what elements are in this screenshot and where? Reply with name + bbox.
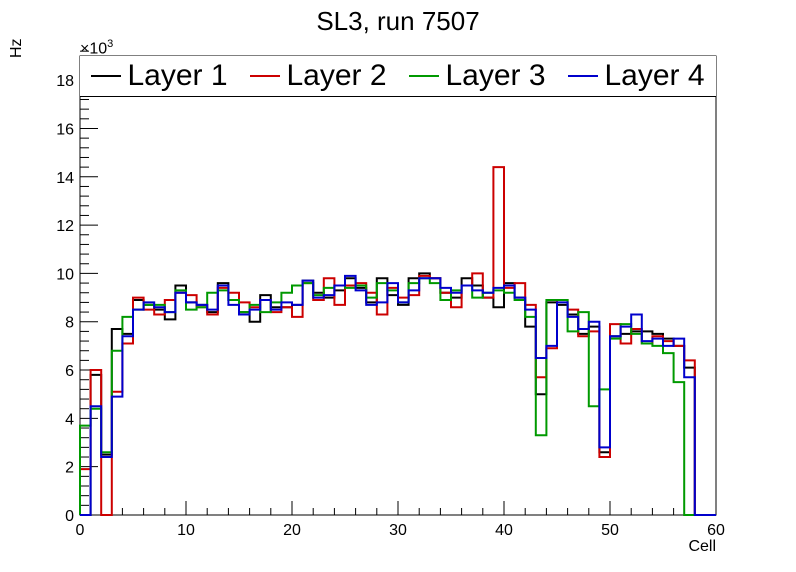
x-axis-label: Cell xyxy=(688,538,716,555)
x-tick-label: 20 xyxy=(283,522,301,539)
x-tick-label: 10 xyxy=(177,522,195,539)
legend-label: Layer 2 xyxy=(286,59,387,92)
x-tick-label: 0 xyxy=(76,522,85,539)
legend-label: Layer 3 xyxy=(445,59,546,92)
y-tick-label: 12 xyxy=(56,218,74,235)
legend-swatch xyxy=(409,75,440,77)
legend-swatch xyxy=(568,75,599,77)
series-layer xyxy=(79,166,716,516)
axes: 0 10 20 30 40 50 60 0 2 4 6 8 10 12 14 16 18 xyxy=(56,50,725,539)
y-tick-label: 8 xyxy=(65,315,74,332)
x-tick-label: 30 xyxy=(389,522,407,539)
y-tick-label: 14 xyxy=(56,170,74,187)
y-tick-label: 6 xyxy=(65,363,74,380)
y-tick-label: 4 xyxy=(65,411,74,428)
legend: Layer 1 Layer 2 Layer 3 Layer 4 xyxy=(80,56,716,97)
legend-item-layer-3: Layer 3 xyxy=(409,59,546,93)
legend-item-layer-1: Layer 1 xyxy=(91,59,228,93)
legend-swatch xyxy=(91,75,122,77)
legend-label: Layer 4 xyxy=(604,59,705,92)
y-tick-label: 16 xyxy=(56,121,74,138)
y-tick-label: 18 xyxy=(56,73,74,90)
series-line-layer-4 xyxy=(80,274,716,516)
legend-swatch xyxy=(250,75,281,77)
x-tick-label: 50 xyxy=(601,522,619,539)
x-tick-label: 60 xyxy=(707,522,725,539)
y-tick-label: 10 xyxy=(56,266,74,283)
x-tick-label: 40 xyxy=(495,522,513,539)
y-axis-label: Hz xyxy=(8,38,25,58)
y-tick-label: 2 xyxy=(65,460,74,477)
legend-label: Layer 1 xyxy=(127,59,228,92)
legend-item-layer-4: Layer 4 xyxy=(568,59,705,93)
series-line-layer-2 xyxy=(79,166,716,516)
chart-title: SL3, run 7507 xyxy=(316,6,480,36)
legend-item-layer-2: Layer 2 xyxy=(250,59,387,93)
y-scale-exponent: ×103 xyxy=(80,38,114,58)
y-tick-label: 0 xyxy=(65,508,74,525)
